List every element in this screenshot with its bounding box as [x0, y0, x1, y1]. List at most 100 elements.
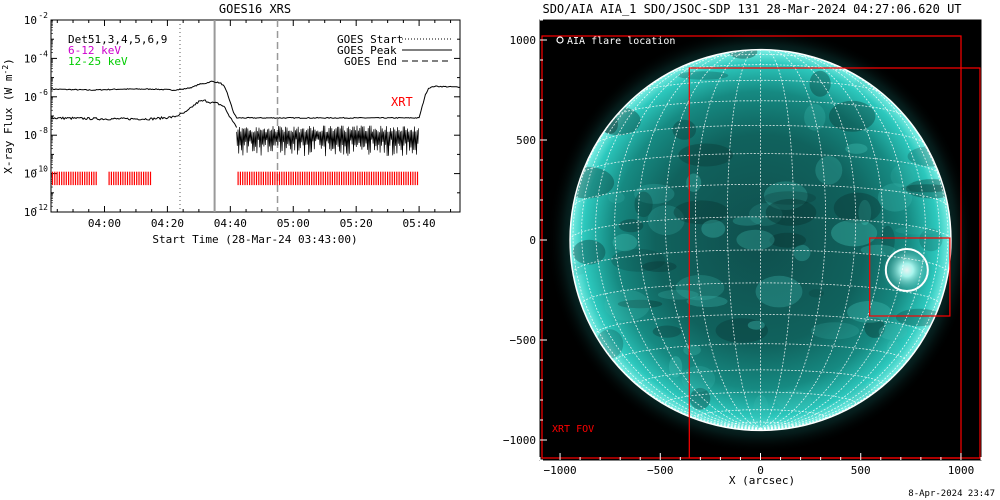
goes-xrs-chart: GOES16 XRS 04:00 04:20 04:40 05:00 05:20 05:4… — [1, 2, 461, 246]
solar-region — [732, 216, 762, 226]
latitude-line — [572, 249, 949, 273]
xrt-annotation: XRT — [391, 95, 413, 109]
solar-region — [701, 219, 726, 238]
xrs-short-channel-line — [51, 99, 238, 128]
longitude-line — [760, 51, 907, 430]
solar-region — [858, 199, 872, 226]
solar-region — [669, 356, 683, 378]
solar-region — [815, 156, 843, 185]
xrs-y-axis-label-main: X-ray Flux (W m — [2, 74, 15, 174]
solar-region — [763, 191, 817, 205]
xrt-coverage-bars — [51, 171, 419, 186]
aia-y-tick-label: −1000 — [503, 434, 536, 447]
solar-region — [686, 295, 728, 308]
flare-location-circle — [884, 248, 929, 292]
solar-region — [895, 308, 943, 327]
latitude-line — [572, 183, 949, 207]
solar-region — [755, 275, 803, 308]
latitude-line — [726, 421, 795, 430]
xrs-y-tick-label: 10 — [24, 14, 37, 27]
solar-region — [604, 289, 650, 321]
solar-region — [793, 244, 811, 262]
latitude-line — [581, 153, 940, 175]
aia-y-tick-label: 1000 — [510, 34, 537, 47]
xrs-x-tick-label: 05:20 — [340, 217, 373, 230]
latitude-line — [637, 369, 884, 387]
xrs-y-tick-exponent: -12 — [34, 203, 49, 212]
xrs-y-tick-label: 10 — [24, 91, 37, 104]
solar-region — [678, 143, 733, 167]
xrs-y-tick-exponent: -2 — [38, 11, 48, 20]
flare-bright-kernel — [880, 244, 933, 296]
xrs-y-tick-exponent: -8 — [38, 126, 48, 135]
latitude-line — [595, 314, 926, 336]
aia-legend-text: AIA flare location — [567, 36, 675, 47]
solar-region — [634, 191, 653, 218]
longitude-line — [760, 84, 949, 430]
aia-image — [541, 26, 981, 459]
longitude-line — [664, 49, 761, 430]
xrs-y-tick-label: 10 — [24, 168, 37, 181]
solar-region — [880, 225, 895, 255]
solar-region — [736, 229, 775, 250]
solar-region — [689, 387, 711, 410]
solar-region — [673, 200, 729, 225]
latitude-line — [664, 391, 857, 407]
xrs-chart-title: GOES16 XRS — [219, 2, 291, 16]
flare-glow — [880, 244, 933, 296]
solar-region — [833, 192, 882, 224]
latitude-line — [581, 282, 940, 305]
solar-region — [809, 70, 831, 97]
longitude-line — [614, 51, 761, 430]
longitude-line — [595, 54, 761, 430]
solar-region — [612, 233, 638, 252]
xrs-legend-right: GOES Start GOES Peak GOES End — [337, 33, 452, 68]
fov-box — [869, 237, 951, 317]
solar-region — [749, 203, 783, 226]
legend-goes-end: GOES End — [344, 55, 397, 68]
legend-goes-peak: GOES Peak — [337, 44, 397, 57]
solar-region — [829, 100, 876, 132]
solar-region — [901, 184, 951, 193]
longitude-line — [760, 49, 857, 430]
latitude-line — [596, 125, 925, 144]
xrs-x-tick-label: 05:40 — [403, 217, 436, 230]
solar-region — [715, 318, 768, 343]
aia-x-tick-label: 0 — [757, 464, 764, 477]
footer-timestamp: 8-Apr-2024 23:47 — [908, 489, 995, 499]
xrs-y-tick-label: 10 — [24, 206, 37, 219]
solar-region — [608, 192, 625, 204]
xrs-x-axis: 04:00 04:20 04:40 05:00 05:20 05:40 — [56, 20, 452, 230]
xrs-y-tick-label: 10 — [24, 52, 37, 65]
longitude-line — [637, 51, 761, 430]
aia-x-tick-label: −1000 — [543, 464, 576, 477]
solar-region — [810, 322, 860, 340]
solar-region — [831, 219, 878, 247]
longitude-line — [760, 54, 926, 430]
aia-x-axis-label: X (arcsec) — [729, 474, 795, 487]
xrs-x-tick-label: 04:40 — [214, 217, 247, 230]
latitude-line — [615, 100, 906, 117]
aia-y-tick-label: 500 — [516, 134, 536, 147]
xrs-y-axis-label-sup: -2 — [1, 65, 10, 75]
longitude-line — [694, 49, 761, 430]
solar-region — [847, 301, 892, 323]
solar-region — [808, 289, 824, 298]
solar-region — [878, 323, 908, 340]
longitude-line — [760, 49, 827, 430]
solar-region — [572, 239, 606, 265]
aia-legend-circle-icon — [556, 36, 564, 44]
xrs-y-tick-exponent: -6 — [38, 88, 48, 97]
solar-region — [895, 226, 942, 235]
solar-region — [618, 219, 644, 233]
solar-region — [686, 173, 702, 192]
solar-limb — [569, 48, 952, 432]
solar-region — [886, 339, 900, 360]
aia-y-axis: 1000 500 0 −500 −1000 — [503, 19, 547, 461]
solar-region — [845, 143, 868, 154]
solar-region — [769, 232, 806, 248]
solar-region — [919, 228, 943, 252]
aia-y-tick-label: 0 — [529, 234, 536, 247]
